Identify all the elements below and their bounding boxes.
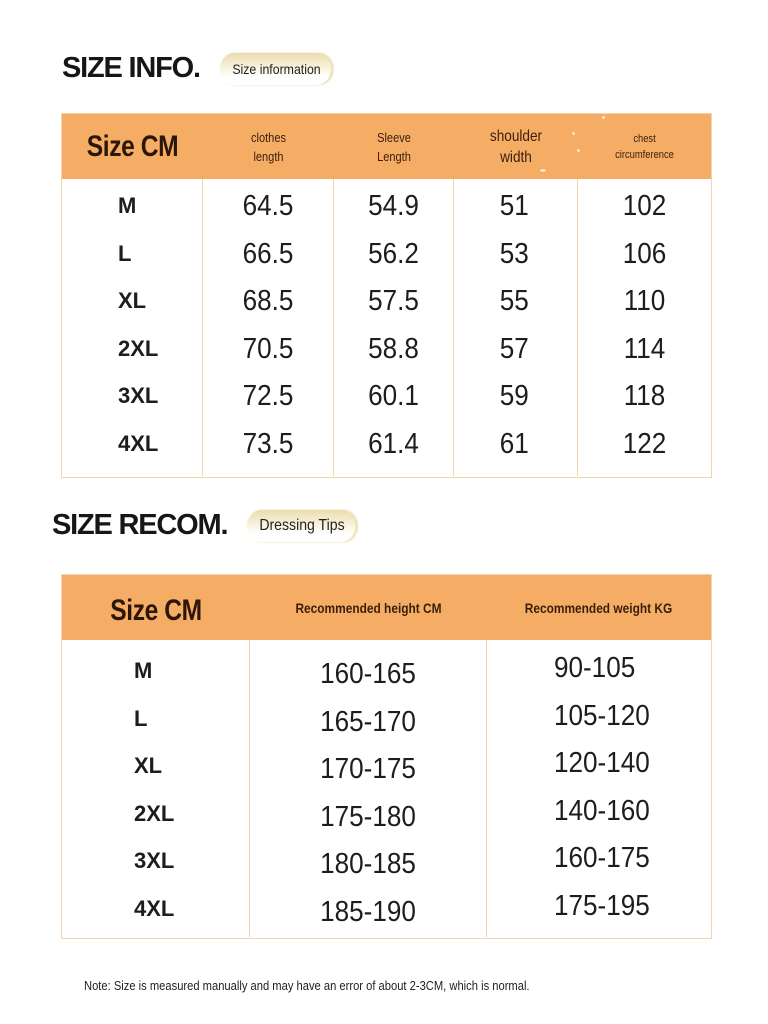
size-recom-table-body: M L XL 2XL 3XL 4XL 160-165 165-170 170-1…: [62, 640, 711, 937]
column-chest-circumference: 102 106 110 114 118 122: [578, 179, 711, 476]
measurement-note: Note: Size is measured manually and may …: [84, 978, 530, 993]
size-info-heading: SIZE INFO. Size information: [62, 52, 348, 85]
size-info-title: SIZE INFO.: [62, 52, 201, 84]
chest-value: 110: [623, 285, 666, 317]
shoulder-width-value: 59: [499, 380, 529, 412]
shoulder-width-value: 57: [499, 332, 529, 365]
size-label: 2XL: [118, 335, 159, 361]
chest-value: 114: [623, 332, 666, 365]
shoulder-width-value: 55: [499, 285, 529, 317]
weight-range-value: 105-120: [553, 699, 650, 732]
sleeve-length-value: 56.2: [368, 237, 419, 270]
header-recommended-height: Recommended height CM: [295, 599, 442, 616]
sleeve-length-value: 54.9: [368, 190, 419, 222]
column-clothes-length: 64.5 66.5 68.5 70.5 72.5 73.5: [203, 179, 334, 476]
size-label: 4XL: [134, 895, 175, 921]
chest-value: 122: [622, 427, 667, 460]
weight-range-value: 175-195: [553, 889, 650, 922]
sleeve-length-value: 57.5: [368, 285, 419, 317]
header-size-cm: Size CM: [110, 593, 202, 627]
height-range-value: 165-170: [320, 705, 416, 738]
weight-range-value: 120-140: [553, 747, 650, 779]
header-sleeve-length: Sleeve Length: [377, 129, 411, 164]
size-label: 4XL: [118, 430, 159, 456]
size-recom-table-header: Size CM Recommended height CM Recommende…: [62, 575, 711, 640]
size-info-table-header: Size CM clothes length Sleeve Length sho…: [62, 114, 711, 179]
size-info-table-body: M L XL 2XL 3XL 4XL 64.5 66.5 68.5 70.5 7…: [62, 179, 711, 476]
height-range-value: 175-180: [320, 800, 416, 833]
column-size: M L XL 2XL 3XL 4XL: [62, 179, 203, 476]
sleeve-length-value: 58.8: [368, 332, 419, 365]
shoulder-width-value: 53: [499, 237, 529, 270]
decorative-sparkle: [577, 149, 580, 152]
size-info-badge: Size information: [219, 52, 333, 85]
chest-value: 106: [622, 237, 667, 270]
size-label: 3XL: [118, 383, 159, 408]
size-recom-title: SIZE RECOM.: [52, 509, 229, 541]
clothes-length-value: 70.5: [242, 332, 294, 365]
column-size: M L XL 2XL 3XL 4XL: [62, 640, 250, 937]
clothes-length-value: 73.5: [242, 427, 294, 460]
sleeve-length-value: 60.1: [368, 380, 419, 412]
column-shoulder-width: 51 53 55 57 59 61: [454, 179, 578, 476]
weight-range-value: 140-160: [553, 794, 650, 827]
chest-value: 102: [622, 190, 667, 222]
clothes-length-value: 68.5: [242, 285, 294, 317]
size-label: L: [118, 240, 132, 266]
header-recommended-weight: Recommended weight KG: [524, 599, 673, 616]
header-shoulder-width: shoulder width: [489, 127, 543, 166]
clothes-length-value: 72.5: [242, 380, 294, 412]
sleeve-length-value: 61.4: [368, 427, 419, 460]
shoulder-width-value: 61: [499, 427, 529, 460]
column-sleeve-length: 54.9 56.2 57.5 58.8 60.1 61.4: [334, 179, 454, 476]
shoulder-width-value: 51: [499, 190, 529, 222]
clothes-length-value: 66.5: [242, 237, 294, 270]
size-label: 3XL: [134, 848, 175, 873]
height-range-value: 170-175: [320, 753, 416, 785]
size-recom-heading: SIZE RECOM. Dressing Tips: [52, 509, 372, 542]
size-info-table: Size CM clothes length Sleeve Length sho…: [61, 113, 712, 478]
height-range-value: 180-185: [320, 848, 416, 880]
header-size-cm: Size CM: [86, 129, 179, 163]
weight-range-value: 90-105: [553, 652, 636, 684]
column-recommended-weight: 90-105 105-120 120-140 140-160 160-175 1…: [487, 640, 710, 937]
size-label: XL: [134, 753, 163, 778]
decorative-sparkle: [572, 132, 575, 135]
size-label: M: [134, 658, 153, 683]
header-chest-circumference: chest circumference: [615, 132, 674, 161]
chest-value: 118: [623, 380, 666, 412]
size-label: M: [118, 193, 137, 218]
decorative-sparkle: [602, 116, 605, 119]
size-recom-table: Size CM Recommended height CM Recommende…: [61, 574, 712, 939]
clothes-length-value: 64.5: [242, 190, 294, 222]
decorative-sparkle: [540, 169, 546, 172]
size-label: L: [134, 705, 148, 731]
column-recommended-height: 160-165 165-170 170-175 175-180 180-185 …: [250, 640, 487, 937]
height-range-value: 160-165: [320, 658, 416, 690]
size-label: XL: [118, 288, 147, 313]
size-label: 2XL: [134, 800, 175, 826]
dressing-tips-badge: Dressing Tips: [247, 509, 358, 542]
weight-range-value: 160-175: [553, 842, 650, 874]
header-clothes-length: clothes length: [250, 129, 287, 164]
height-range-value: 185-190: [320, 895, 416, 928]
